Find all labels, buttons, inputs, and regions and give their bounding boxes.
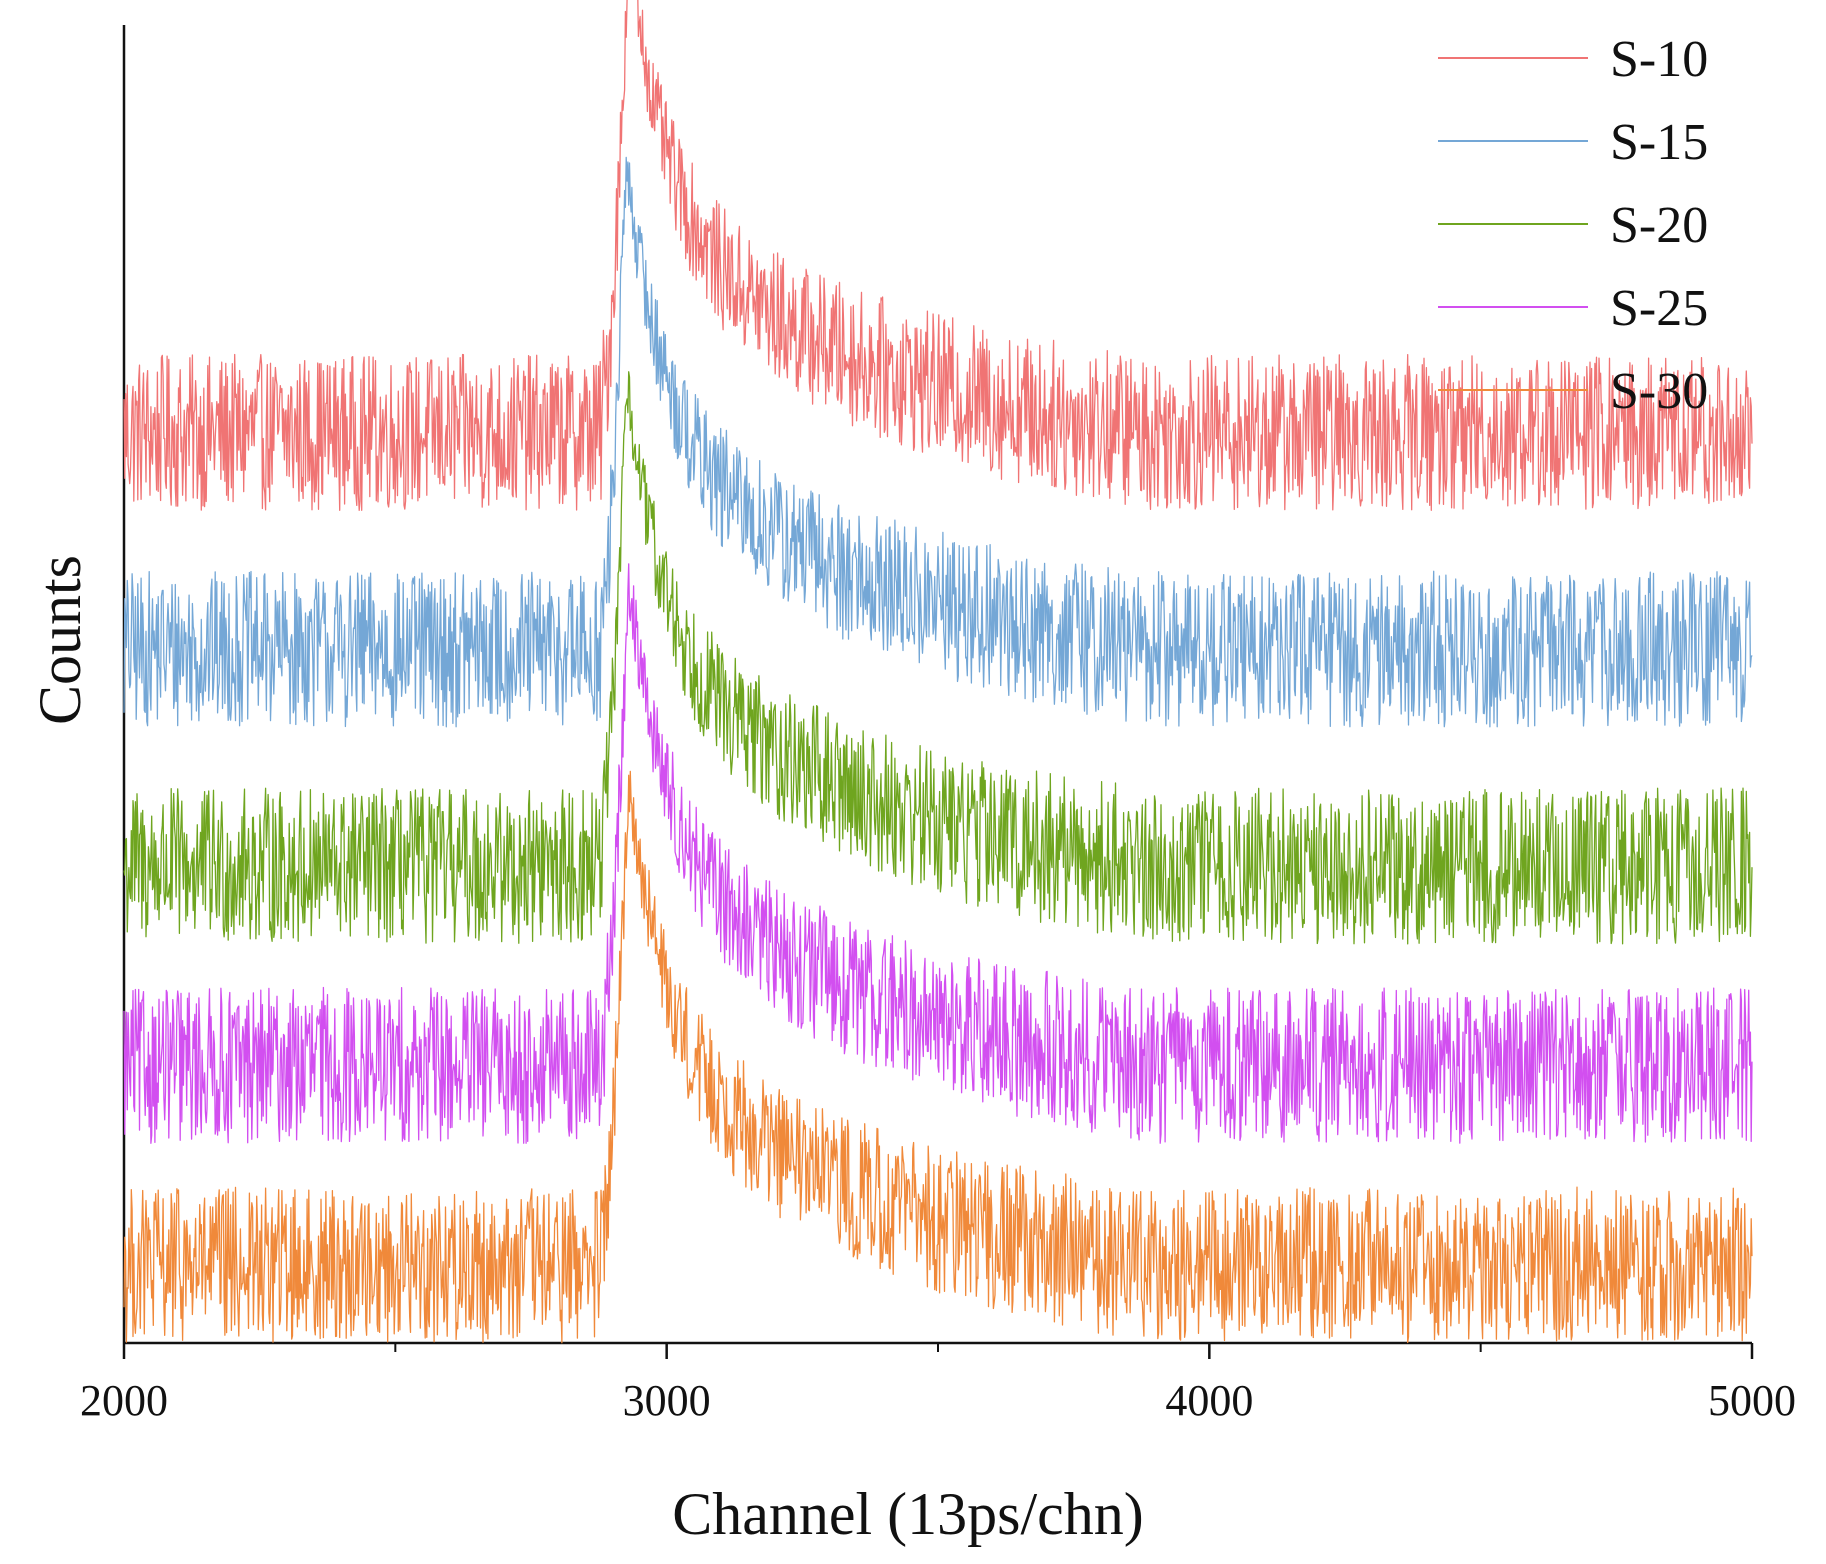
x-tick-layer: 2000 3000 4000 5000 — [80, 1343, 1796, 1425]
series-line-s-15 — [123, 156, 1753, 728]
x-tick-label: 3000 — [623, 1376, 711, 1425]
legend-label-s-25: S-25 — [1610, 280, 1708, 337]
x-tick-label: 2000 — [80, 1376, 168, 1425]
legend-label-s-20: S-20 — [1610, 197, 1708, 254]
x-tick-label: 4000 — [1165, 1376, 1253, 1425]
series-line-s-30 — [123, 770, 1753, 1344]
series-line-s-25 — [123, 563, 1753, 1144]
legend-label-s-30: S-30 — [1610, 363, 1708, 420]
legend: S-10 S-15 S-20 S-25 S-30 — [1438, 31, 1708, 420]
legend-label-s-15: S-15 — [1610, 114, 1708, 171]
x-tick-label: 5000 — [1708, 1376, 1796, 1425]
legend-label-s-10: S-10 — [1610, 31, 1708, 88]
y-axis-title: Counts — [27, 555, 93, 725]
series-layer — [123, 0, 1753, 1344]
series-line-s-20 — [123, 371, 1753, 945]
x-axis-title: Channel (13ps/chn) — [672, 1481, 1144, 1547]
series-line-s-10 — [123, 0, 1753, 511]
